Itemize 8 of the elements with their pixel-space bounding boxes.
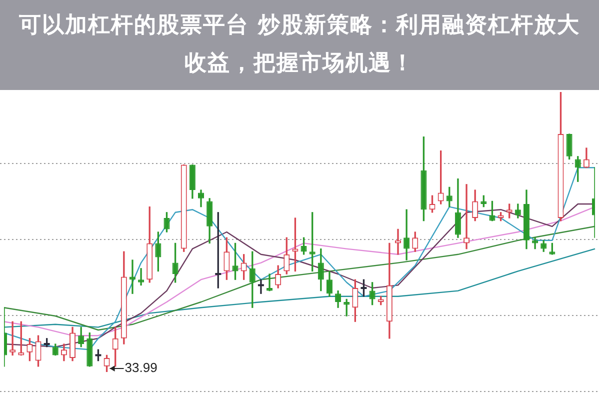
candlestick bbox=[258, 279, 264, 294]
chart-title: 可以加杠杆的股票平台 炒股新策略：利用融资杠杆放大收益，把握市场机遇！ bbox=[18, 12, 581, 78]
candlestick bbox=[266, 274, 273, 292]
candlestick bbox=[138, 268, 144, 286]
candlestick bbox=[464, 184, 470, 250]
annotation: 33.99 bbox=[124, 360, 158, 376]
candlestick bbox=[10, 321, 16, 356]
candlestick bbox=[404, 209, 410, 260]
